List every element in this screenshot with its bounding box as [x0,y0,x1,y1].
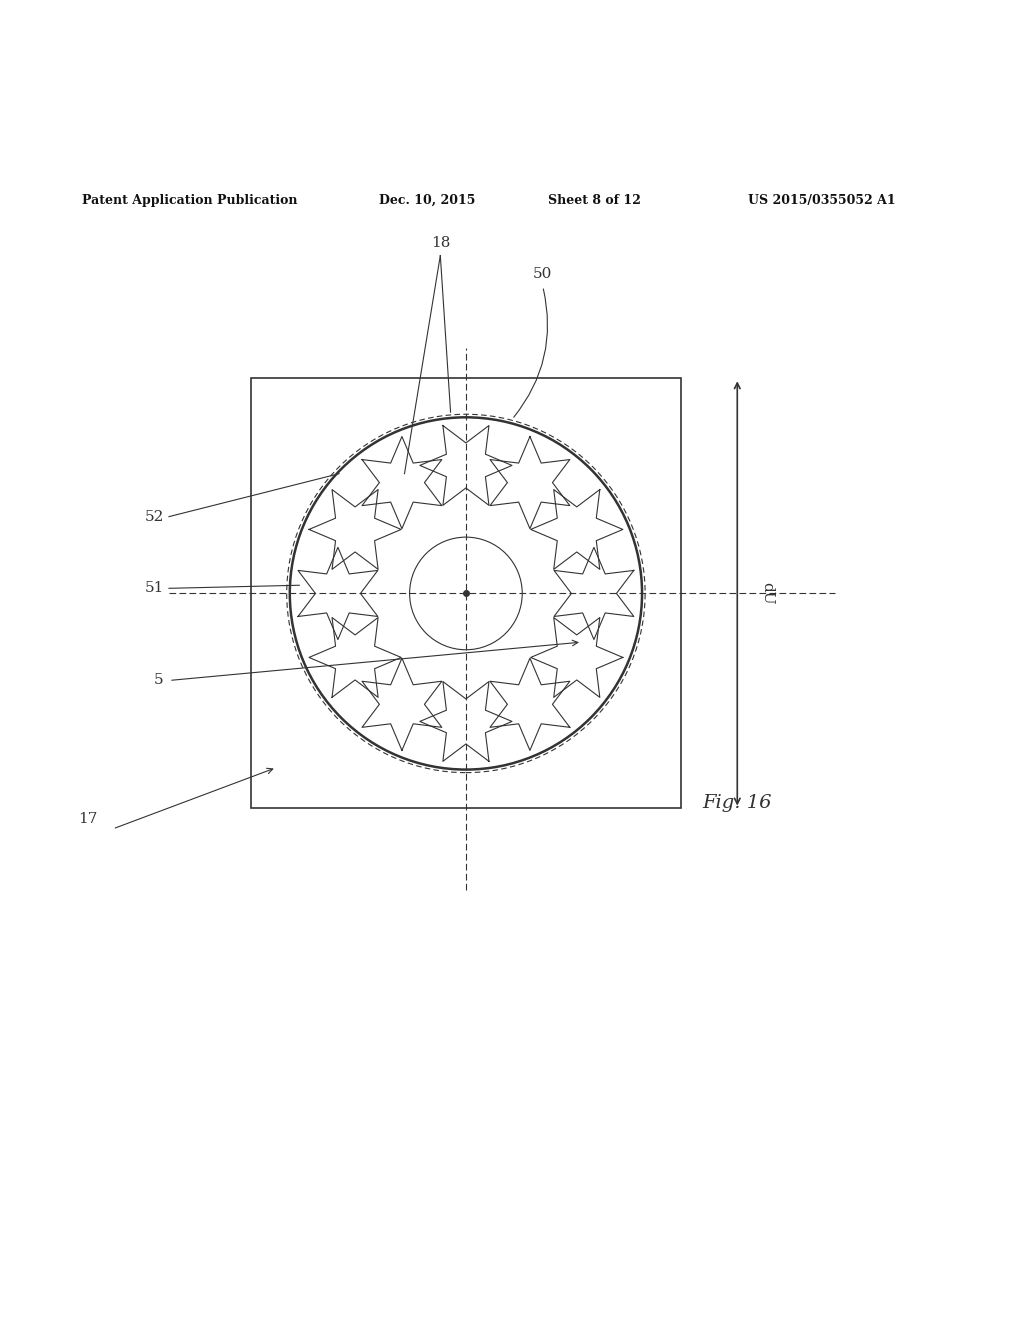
Text: 17: 17 [78,812,97,826]
Text: dU: dU [760,582,774,605]
Text: 51: 51 [144,581,164,595]
Text: 50: 50 [534,267,552,281]
Text: 52: 52 [144,510,164,524]
Text: Dec. 10, 2015: Dec. 10, 2015 [379,194,475,207]
Text: Patent Application Publication: Patent Application Publication [82,194,297,207]
Bar [251,379,681,808]
Text: Fig. 16: Fig. 16 [702,795,772,812]
Text: US 2015/0355052 A1: US 2015/0355052 A1 [748,194,895,207]
Text: 18: 18 [431,236,450,251]
Text: 5: 5 [155,673,164,688]
Text: Sheet 8 of 12: Sheet 8 of 12 [548,194,641,207]
